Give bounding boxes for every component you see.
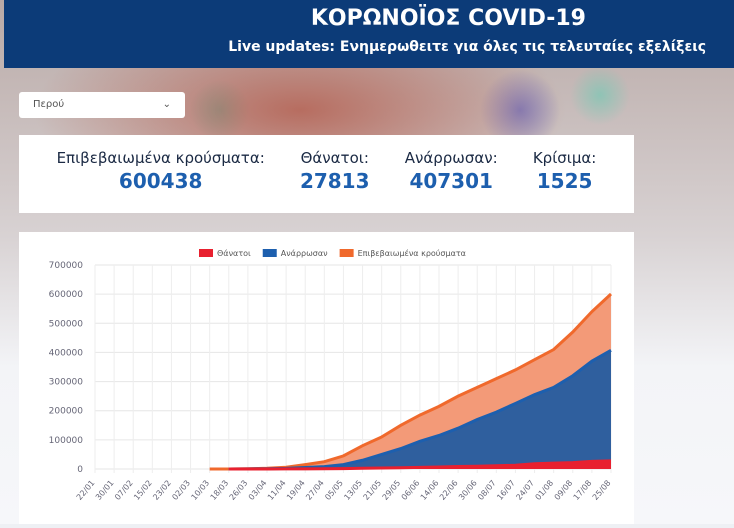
y-tick-label: 700000	[49, 261, 84, 271]
x-tick-label: 21/05	[361, 479, 383, 502]
stat-label: Κρίσιμα:	[532, 149, 597, 167]
y-tick-label: 600000	[49, 290, 84, 300]
stat-label: Επιβεβαιωμένα κρούσματα:	[56, 149, 265, 167]
x-tick-label: 13/05	[342, 479, 364, 502]
x-tick-label: 10/03	[189, 479, 211, 502]
y-tick-label: 200000	[49, 407, 84, 417]
series-line-0	[228, 459, 612, 471]
x-tick-label: 27/04	[304, 479, 326, 502]
legend-label[interactable]: Ανάρρωσαν	[281, 249, 328, 258]
x-tick-label: 23/02	[151, 479, 173, 502]
x-tick-label: 15/02	[132, 479, 154, 502]
y-tick-label: 500000	[49, 319, 84, 329]
legend-swatch[interactable]	[339, 249, 354, 257]
cases-chart: 700000 600000 500000 400000 300000 200000 1000…	[49, 248, 613, 502]
x-tick-label: 11/04	[266, 479, 288, 502]
stat-value: 27813	[299, 169, 370, 193]
stats-panel: Επιβεβαιωμένα κρούσματα: 600438 Θάνατοι: 2…	[19, 135, 634, 213]
x-tick-label: 16/07	[495, 479, 517, 502]
x-tick-label: 22/01	[75, 479, 97, 502]
stat-value: 1525	[536, 169, 593, 193]
x-tick-label: 08/07	[476, 479, 498, 502]
page-title: ΚΟΡΩΝΟΪΟΣ COVID-19	[310, 6, 586, 31]
y-tick-label: 100000	[49, 436, 84, 446]
series-area-1	[228, 350, 611, 469]
stat-critical: Κρίσιμα: 1525	[533, 149, 597, 213]
y-tick-label: 300000	[49, 378, 84, 388]
stat-value: 407301	[409, 169, 493, 193]
chevron-down-icon: ⌄	[162, 99, 171, 110]
legend-label[interactable]: Θάνατοι	[217, 249, 251, 258]
stat-confirmed: Επιβεβαιωμένα κρούσματα: 600438	[57, 149, 265, 213]
x-tick-label: 30/01	[94, 479, 116, 502]
x-tick-label: 09/08	[553, 479, 575, 502]
x-tick-label: 22/06	[438, 479, 460, 502]
x-tick-label: 07/02	[113, 479, 135, 502]
x-tick-label: 02/03	[170, 479, 192, 502]
x-tick-label: 14/06	[419, 479, 441, 502]
legend-swatch[interactable]	[262, 249, 277, 257]
x-tick-label: 30/06	[457, 479, 479, 502]
stat-label: Θάνατοι:	[300, 149, 369, 167]
y-tick-label: 0	[77, 465, 83, 475]
country-select[interactable]: Περού ⌄	[19, 92, 185, 118]
y-tick-label: 400000	[49, 348, 84, 358]
x-tick-label: 17/08	[572, 479, 594, 502]
stat-value: 600438	[118, 169, 203, 193]
country-select-value: Περού	[33, 99, 65, 110]
x-tick-label: 01/08	[533, 479, 555, 502]
legend-swatch[interactable]	[199, 249, 213, 257]
chart-panel: 700000 600000 500000 400000 300000 200000 1000…	[19, 232, 634, 524]
series-area-0	[228, 460, 611, 469]
stat-label: Ανάρρωσαν:	[404, 149, 498, 167]
x-tick-label: 26/03	[228, 479, 250, 502]
stat-recovered: Ανάρρωσαν: 407301	[405, 149, 498, 213]
stat-deaths: Θάνατοι: 27813	[300, 149, 370, 213]
x-tick-label: 19/04	[285, 479, 307, 502]
x-tick-label: 05/05	[323, 479, 345, 502]
x-tick-label: 29/05	[381, 479, 403, 502]
x-tick-label: 24/07	[514, 479, 536, 502]
page-subtitle: Live updates: Ενημερωθειτε για όλες τις …	[228, 39, 706, 55]
legend-label[interactable]: Επιβεβαιωμένα κρούσματα	[358, 248, 466, 258]
x-tick-label: 06/06	[400, 479, 422, 502]
x-tick-label: 18/03	[209, 479, 231, 502]
x-tick-label: 03/04	[247, 479, 269, 502]
header: ΚΟΡΩΝΟΪΟΣ COVID-19 Live updates: Ενημερω…	[4, 0, 734, 68]
x-tick-label: 25/08	[591, 479, 613, 502]
